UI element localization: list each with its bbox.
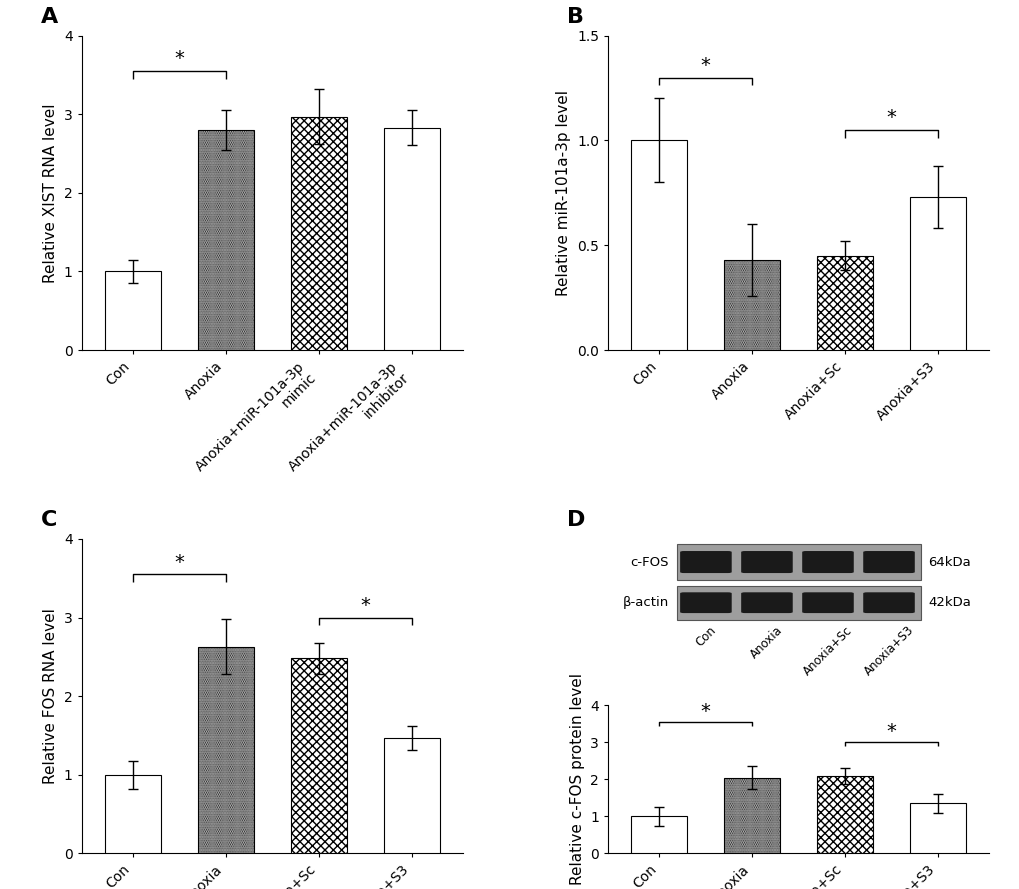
Text: Con: Con [693,624,718,649]
Bar [383,127,439,350]
Bar [816,776,872,853]
FancyBboxPatch shape [801,551,853,573]
Text: 42kDa: 42kDa [927,597,970,609]
Bar [723,778,780,853]
Text: *: * [174,553,184,572]
Bar [198,130,254,350]
Y-axis label: Relative c-FOS protein level: Relative c-FOS protein level [569,674,584,885]
FancyBboxPatch shape [741,592,792,613]
Bar [383,738,439,853]
Bar [909,804,965,853]
Text: β-actin: β-actin [623,597,668,609]
FancyBboxPatch shape [801,592,853,613]
Y-axis label: Relative FOS RNA level: Relative FOS RNA level [43,608,58,784]
Text: *: * [886,108,896,127]
FancyBboxPatch shape [862,592,914,613]
FancyBboxPatch shape [862,551,914,573]
Text: C: C [41,510,57,530]
FancyBboxPatch shape [741,551,792,573]
Text: A: A [41,7,58,27]
Bar [290,659,346,853]
Bar [631,140,687,350]
Text: 64kDa: 64kDa [927,556,970,569]
Text: *: * [886,722,896,741]
FancyBboxPatch shape [680,592,731,613]
Text: Anoxia+S3: Anoxia+S3 [861,624,915,678]
Text: D: D [567,510,585,530]
Bar [816,256,872,350]
Text: *: * [174,50,184,68]
Bar [676,544,920,581]
Bar [105,775,161,853]
Text: *: * [700,56,710,75]
Text: c-FOS: c-FOS [630,556,668,569]
Text: *: * [360,596,370,615]
Bar [909,197,965,350]
Bar [105,271,161,350]
Text: B: B [567,7,584,27]
Bar [631,816,687,853]
Bar [676,586,920,620]
Y-axis label: Relative miR-101a-3p level: Relative miR-101a-3p level [555,90,571,296]
Bar [290,116,346,350]
Bar [198,646,254,853]
Y-axis label: Relative XIST RNA level: Relative XIST RNA level [43,103,58,283]
FancyBboxPatch shape [680,551,731,573]
Text: Anoxia: Anoxia [748,624,785,661]
Text: *: * [700,702,710,721]
Text: Anoxia+Sc: Anoxia+Sc [800,624,854,677]
Bar [723,260,780,350]
